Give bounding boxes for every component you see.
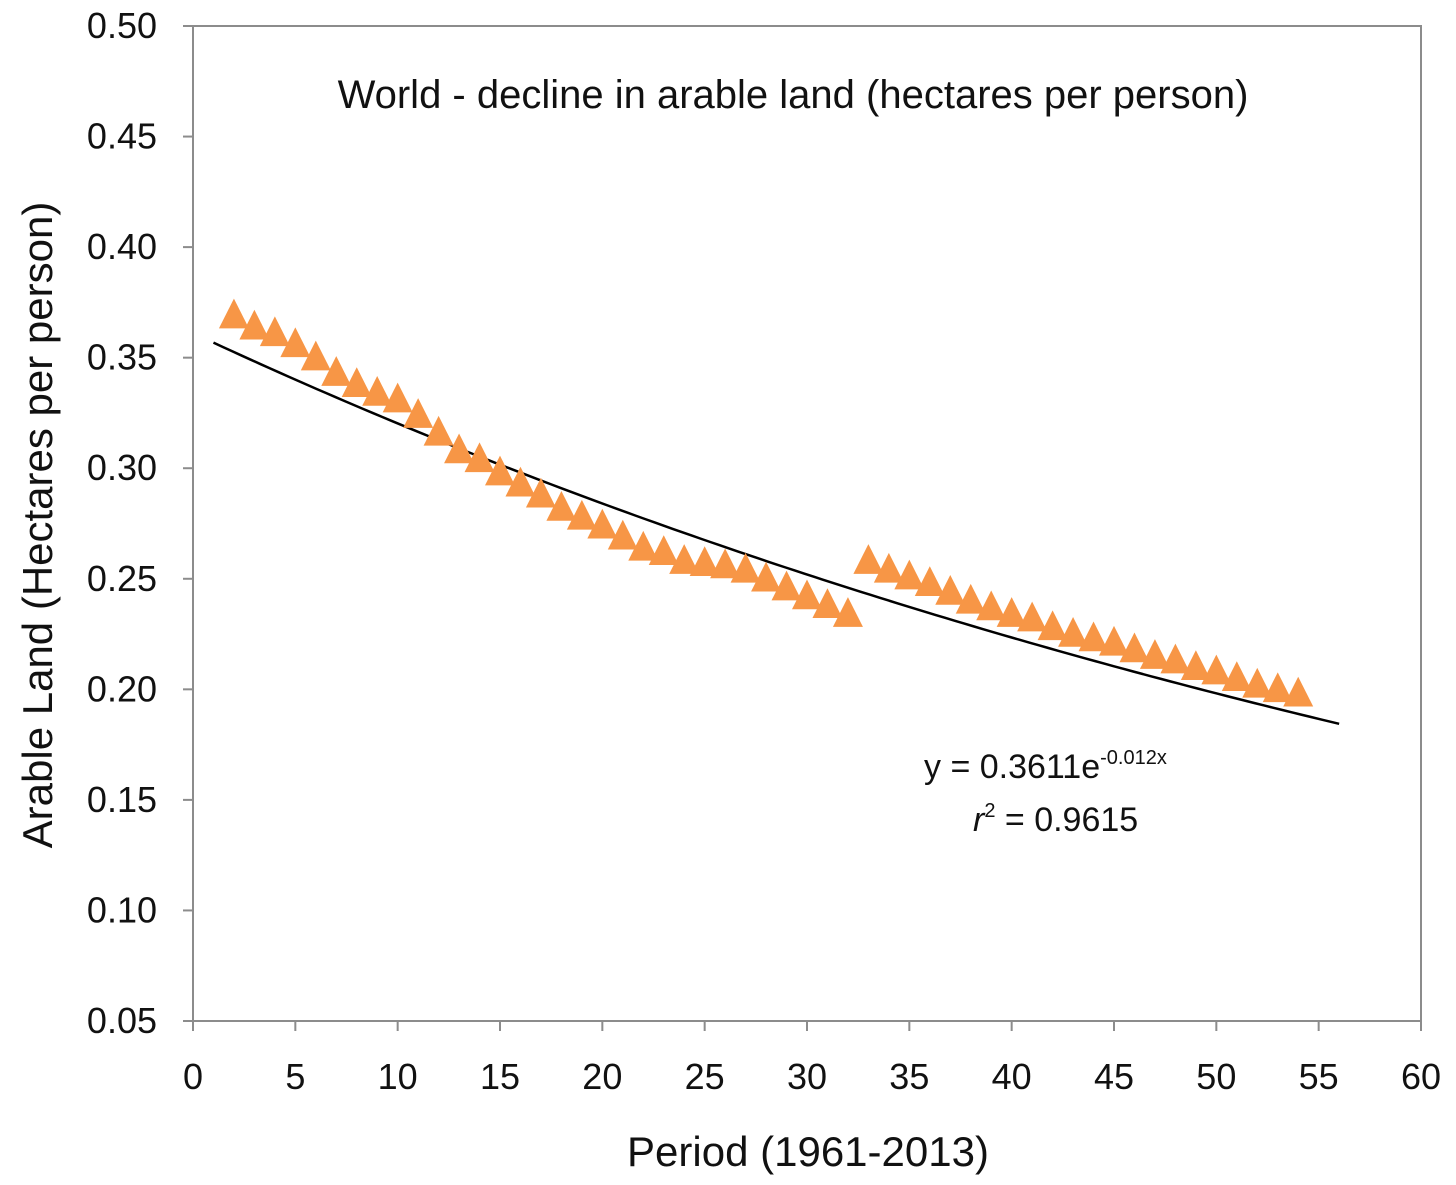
y-tick-label: 0.25 — [87, 558, 157, 599]
data-point — [955, 583, 986, 614]
y-axis: 0.05 0.10 0.15 0.20 0.25 0.30 0.35 0.40 0.45 0.50 — [87, 5, 193, 1041]
data-point — [812, 588, 843, 619]
x-tick-label: 35 — [889, 1056, 929, 1097]
data-point — [280, 327, 311, 358]
data-point — [792, 579, 822, 610]
y-tick-label: 0.35 — [87, 337, 157, 378]
x-tick-label: 20 — [582, 1056, 622, 1097]
data-point — [1242, 667, 1273, 698]
plot-area — [192, 25, 1422, 1022]
data-point — [587, 508, 618, 539]
data-point — [894, 559, 925, 590]
data-point — [546, 491, 577, 521]
trendline-equation: y = 0.3611e-0.012x — [924, 747, 1167, 786]
x-axis-title: Period (1961-2013) — [627, 1128, 989, 1175]
data-point — [1139, 639, 1170, 669]
data-point — [689, 546, 720, 577]
x-tick-label: 50 — [1196, 1056, 1236, 1097]
data-point — [976, 590, 1007, 621]
x-tick-label: 60 — [1401, 1056, 1441, 1097]
data-point — [853, 544, 884, 574]
data-point — [341, 367, 372, 397]
x-tick-label: 25 — [685, 1056, 725, 1097]
data-point — [832, 597, 863, 627]
data-point — [505, 466, 536, 497]
data-point — [1283, 676, 1314, 707]
data-point — [259, 316, 290, 347]
data-point — [628, 530, 659, 561]
data-point — [996, 597, 1027, 627]
data-points — [218, 298, 1314, 707]
equation-base: y = 0.3611e — [924, 748, 1100, 786]
y-tick-label: 0.50 — [87, 5, 157, 46]
data-point — [239, 309, 270, 340]
x-tick-label: 30 — [787, 1056, 827, 1097]
x-tick-label: 5 — [285, 1056, 305, 1097]
y-tick-label: 0.30 — [87, 447, 157, 488]
x-tick-label: 55 — [1299, 1056, 1339, 1097]
data-point — [1078, 621, 1109, 652]
data-point — [1058, 617, 1089, 647]
data-point — [751, 561, 782, 592]
y-tick-label: 0.05 — [87, 1000, 157, 1041]
data-point — [485, 455, 515, 486]
data-point — [1201, 654, 1232, 685]
data-point — [525, 477, 556, 508]
y-tick-label: 0.20 — [87, 668, 157, 709]
data-point — [1119, 632, 1150, 663]
data-point — [1262, 672, 1293, 703]
r-symbol: r — [973, 801, 986, 839]
data-point — [362, 376, 393, 406]
x-tick-label: 45 — [1094, 1056, 1134, 1097]
x-axis: 0 5 10 15 20 25 30 35 40 45 50 55 60 — [183, 1021, 1441, 1097]
x-tick-label: 15 — [480, 1056, 520, 1097]
x-tick-label: 40 — [992, 1056, 1032, 1097]
data-point — [730, 552, 761, 583]
trendline — [212, 341, 1340, 726]
x-tick-label: 10 — [378, 1056, 418, 1097]
data-point — [1017, 601, 1048, 632]
x-tick-label: 0 — [183, 1056, 203, 1097]
data-point — [669, 544, 700, 574]
data-point — [464, 442, 495, 473]
r-squared: r2 = 0.9615 — [973, 800, 1138, 839]
data-point — [444, 433, 475, 464]
equation-exponent: -0.012x — [1100, 747, 1167, 769]
data-point — [607, 519, 638, 550]
data-point — [423, 415, 454, 446]
y-tick-label: 0.10 — [87, 889, 157, 930]
y-tick-label: 0.45 — [87, 116, 157, 157]
data-point — [710, 548, 741, 579]
data-point — [382, 382, 413, 413]
data-point — [648, 535, 679, 565]
data-point — [873, 552, 904, 583]
data-point — [771, 570, 802, 601]
data-point — [935, 575, 966, 605]
data-point — [1160, 643, 1191, 674]
data-point — [1099, 625, 1129, 656]
chart-title: World - decline in arable land (hectares… — [338, 73, 1249, 117]
data-point — [1221, 661, 1252, 692]
y-tick-label: 0.40 — [87, 226, 157, 267]
data-point — [1180, 650, 1211, 680]
data-point — [1037, 610, 1068, 641]
data-point — [403, 398, 434, 428]
data-point — [321, 356, 352, 386]
r-squared-value: = 0.9615 — [995, 801, 1138, 839]
data-point — [914, 566, 945, 596]
data-point — [566, 499, 597, 530]
y-tick-label: 0.15 — [87, 779, 157, 820]
r-exponent: 2 — [984, 800, 995, 822]
data-point — [218, 298, 249, 329]
data-point — [300, 340, 331, 371]
y-axis-title: Arable Land (Hectares per person) — [14, 202, 61, 849]
